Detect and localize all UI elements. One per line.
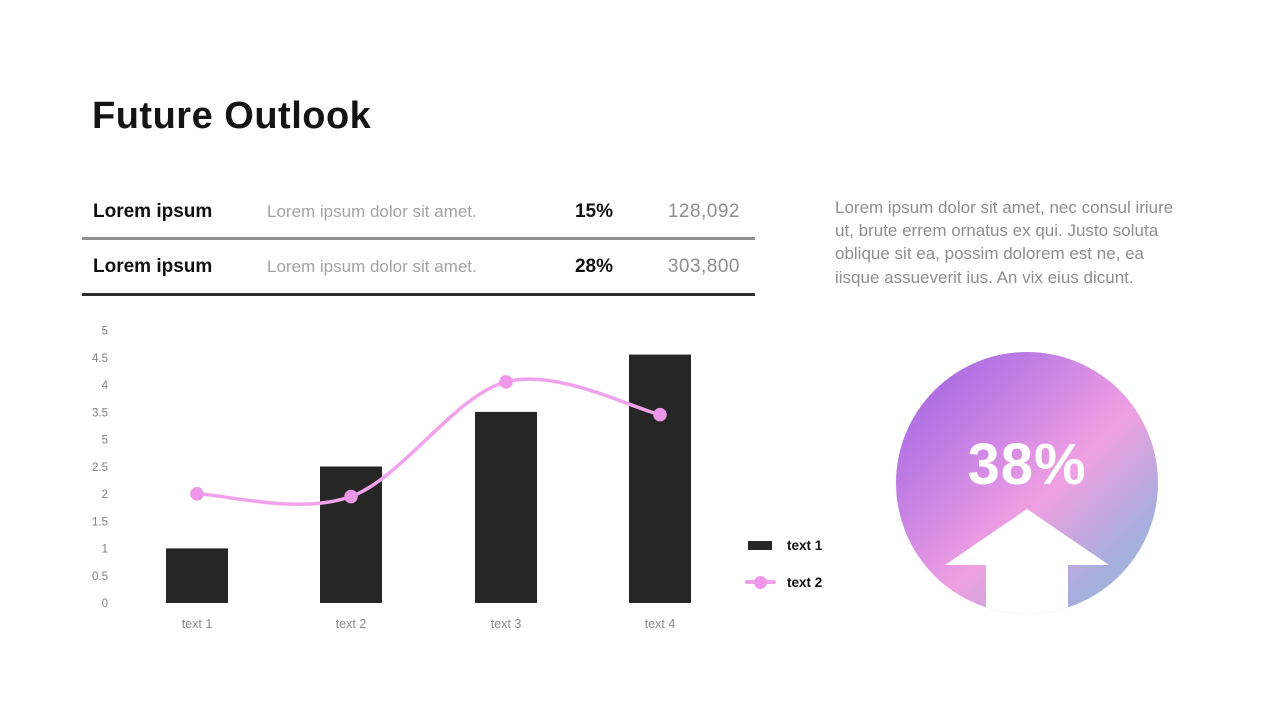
row-percent: 28%: [574, 255, 613, 277]
row-value: 128,092: [667, 200, 740, 222]
y-axis-tick-label: 1.5: [92, 516, 108, 528]
chart-line-point: [653, 407, 667, 422]
x-axis-category-label: text 4: [645, 617, 676, 631]
body-text: Lorem ipsum dolor sit amet, nec consul i…: [835, 198, 1174, 287]
chart-bar: [629, 354, 691, 603]
chart-line-point: [344, 489, 358, 504]
row-description: Lorem ipsum dolor sit amet.: [267, 201, 477, 221]
legend-item: text 1: [744, 534, 822, 556]
page-title: Future Outlook: [92, 95, 372, 137]
growth-highlight-badge: 38%: [896, 352, 1158, 614]
row-description: Lorem ipsum dolor sit amet.: [267, 256, 477, 276]
y-axis-tick-label: 5: [102, 326, 108, 338]
highlight-percent: 38%: [967, 432, 1087, 497]
y-axis-tick-label: 4: [102, 380, 109, 392]
y-axis-tick-label: 4.5: [92, 353, 108, 365]
y-axis-tick-label: 5: [102, 435, 108, 447]
x-axis-category-label: text 3: [491, 617, 522, 631]
y-axis-tick-label: 2: [102, 489, 108, 501]
row-label: Lorem ipsum: [93, 255, 213, 277]
x-axis-category-label: text 2: [336, 617, 367, 631]
legend-label: text 1: [787, 537, 823, 553]
chart-line: [195, 377, 662, 507]
y-axis-tick-label: 2.5: [92, 462, 108, 474]
row-label: Lorem ipsum: [93, 200, 213, 222]
row-percent: 15%: [574, 200, 613, 222]
stats-table: Lorem ipsum Lorem ipsum dolor sit amet. …: [82, 186, 755, 296]
y-axis-tick-label: 1: [102, 544, 108, 556]
chart-bar: [166, 548, 228, 603]
chart-line-point: [190, 487, 204, 501]
table-row: Lorem ipsum Lorem ipsum dolor sit amet. …: [82, 186, 755, 240]
y-axis-tick-label: 3.5: [92, 407, 108, 419]
y-axis-tick-label: 0: [102, 598, 108, 610]
up-arrow-icon: [945, 509, 1109, 614]
line-series-swatch-icon: [744, 571, 776, 593]
bar-series-swatch-icon: [744, 534, 776, 556]
chart-line-point: [499, 375, 513, 389]
y-axis-tick-label: 0.5: [92, 571, 108, 583]
table-row: Lorem ipsum Lorem ipsum dolor sit amet. …: [82, 240, 755, 296]
row-value: 303,800: [667, 255, 740, 277]
x-axis-category-label: text 1: [182, 617, 213, 631]
chart-legend: text 1 text 2: [744, 534, 822, 593]
chart-bar: [475, 411, 537, 603]
chart-bar: [320, 466, 382, 603]
legend-item: text 2: [744, 571, 822, 593]
legend-label: text 2: [787, 574, 823, 590]
